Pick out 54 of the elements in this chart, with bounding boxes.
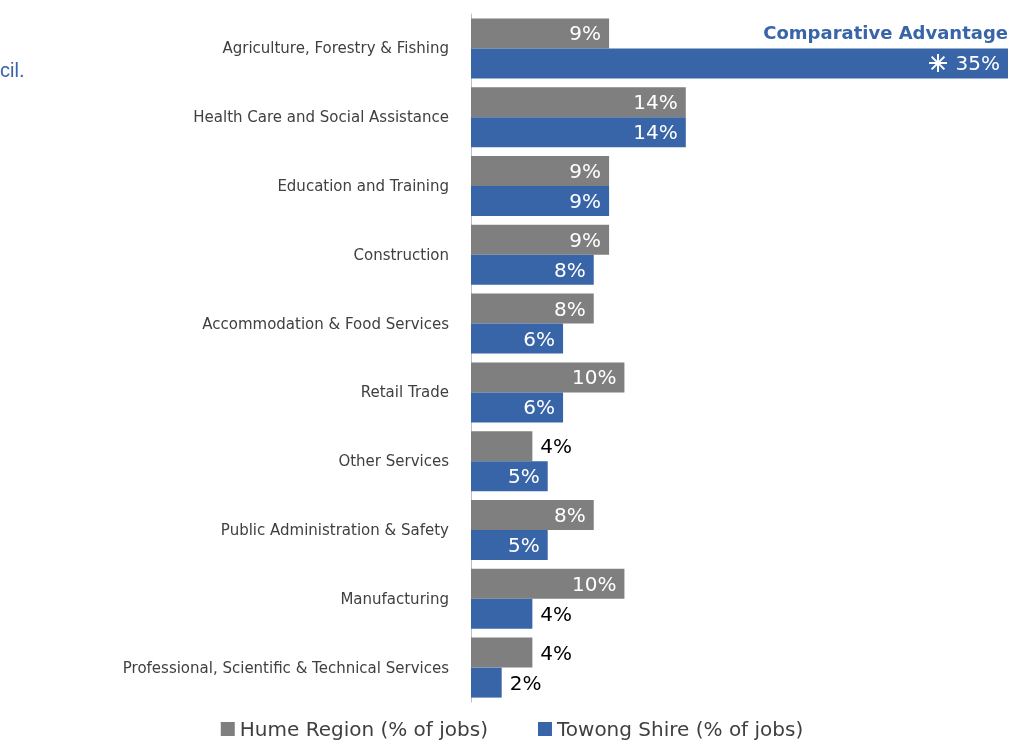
data-label: 8% xyxy=(554,296,586,321)
data-label: 6% xyxy=(523,395,556,420)
y-tick-label: Retail Trade xyxy=(360,383,449,402)
y-tick-label: Professional, Scientific & Technical Services xyxy=(122,658,450,677)
bar xyxy=(471,254,594,285)
data-label: 5% xyxy=(507,533,540,557)
bar xyxy=(471,568,625,599)
data-label: 8% xyxy=(554,503,586,527)
bar xyxy=(471,293,594,324)
data-label: 35% xyxy=(955,51,1000,76)
y-tick-label: Health Care and Social Assistance xyxy=(193,108,449,127)
legend-label: Towong Shire (% of jobs) xyxy=(555,717,804,741)
bar xyxy=(471,392,564,423)
bar xyxy=(471,500,594,530)
annotation: Comparative Advantage xyxy=(763,21,1008,43)
data-label: 6% xyxy=(523,326,556,351)
bar xyxy=(471,667,502,698)
bar xyxy=(471,186,610,216)
data-label: 5% xyxy=(507,464,540,489)
bar xyxy=(471,48,1008,79)
y-tick-label: Other Services xyxy=(338,452,450,471)
data-label: 9% xyxy=(569,227,602,252)
data-label: 2% xyxy=(509,670,542,695)
data-label: 9% xyxy=(569,189,602,213)
data-label: 4% xyxy=(540,601,573,626)
y-tick-label: Construction xyxy=(353,245,449,264)
bar xyxy=(471,156,610,186)
y-tick-label: Accommodation & Food Services xyxy=(202,314,450,333)
data-label: 10% xyxy=(571,571,617,596)
data-label: 10% xyxy=(571,365,617,390)
bar xyxy=(471,461,548,492)
bar xyxy=(471,117,686,148)
y-tick-label: Agriculture, Forestry & Fishing xyxy=(222,39,449,58)
bar xyxy=(471,18,610,49)
bar xyxy=(471,530,548,560)
bar xyxy=(471,224,610,255)
bar xyxy=(471,637,533,668)
data-label: 14% xyxy=(633,90,678,115)
data-label: 14% xyxy=(633,120,678,145)
y-tick-label: Public Administration & Safety xyxy=(220,521,450,539)
data-label: 9% xyxy=(569,21,602,46)
y-tick-label: Education and Training xyxy=(277,177,449,195)
bar xyxy=(471,323,564,354)
y-tick-label: Manufacturing xyxy=(340,589,449,608)
data-label: 9% xyxy=(569,159,602,183)
bar xyxy=(471,431,533,462)
data-label: 4% xyxy=(540,640,573,665)
legend-label: Hume Region (% of jobs) xyxy=(239,717,488,741)
data-label: 8% xyxy=(554,257,586,282)
text: cil. xyxy=(0,59,25,81)
bar xyxy=(471,362,625,393)
data-label: 4% xyxy=(540,434,573,459)
bar xyxy=(471,87,686,118)
bar xyxy=(471,598,533,629)
